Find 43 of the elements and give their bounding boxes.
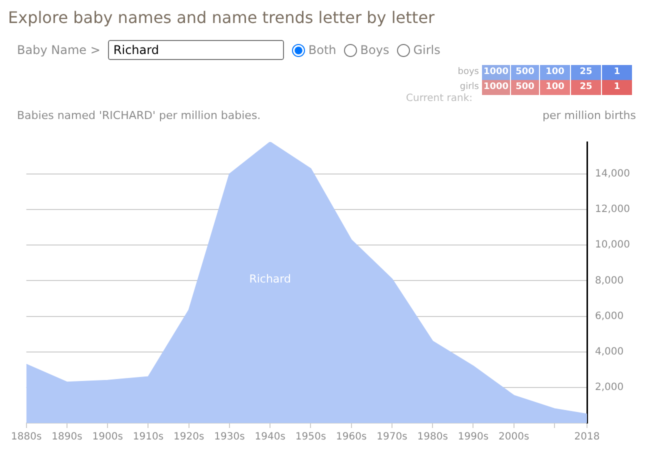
y-axis-title: per million births — [542, 109, 636, 122]
x-tick-label: 1900s — [92, 432, 123, 443]
x-tick-label: 1950s — [295, 432, 326, 443]
text: 1 — [602, 80, 632, 95]
x-tick-label: 1990s — [458, 432, 489, 443]
text: 1 — [614, 67, 620, 77]
text: Baby Name > — [17, 43, 100, 57]
x-tick-label: 1940s — [254, 432, 286, 443]
text: 25 — [571, 80, 601, 95]
text: 500 — [516, 67, 534, 77]
x-tick-label: 1890s — [52, 432, 82, 443]
text: girls — [460, 82, 479, 92]
text: 1000 — [483, 67, 509, 77]
text: Girls — [413, 43, 440, 57]
x-tick-label: 1930s — [214, 432, 245, 443]
text: 25 — [580, 67, 592, 77]
text: 100 — [540, 80, 570, 95]
text: 100 — [546, 67, 564, 77]
y-tick-label: 4,000 — [595, 346, 624, 358]
x-tick-label: 1960s — [336, 432, 367, 443]
x-tick-label: 1910s — [132, 432, 164, 443]
x-tick-label: 1880s — [10, 432, 42, 443]
y-tick-label: 8,000 — [595, 275, 624, 286]
y-tick-label: 6,000 — [595, 310, 624, 322]
x-tick-label: 2018 — [574, 432, 600, 443]
text: boys — [458, 67, 479, 77]
y-tick-label: 10,000 — [595, 240, 630, 251]
text: Boys — [360, 43, 390, 57]
text: 500 — [511, 80, 539, 95]
series-label: Richard — [249, 272, 291, 286]
x-tick-label: 2000s — [498, 432, 530, 443]
y-tick-label: 12,000 — [595, 204, 630, 216]
text: Current rank: — [406, 93, 472, 104]
text: Both — [308, 43, 336, 57]
chart-title: Explore baby names and name trends letter by letter — [8, 8, 435, 27]
x-tick-label: 1920s — [174, 432, 204, 443]
x-tick-label: 1980s — [417, 432, 448, 443]
y-tick-label: 14,000 — [595, 168, 630, 180]
chart-subtitle: Babies named 'RICHARD' per million babies. — [17, 109, 261, 122]
x-tick-label: 1970s — [376, 432, 408, 443]
text: 1000 — [482, 80, 510, 95]
y-tick-label: 2,000 — [595, 382, 624, 394]
name-input-field: Richard — [108, 40, 284, 60]
